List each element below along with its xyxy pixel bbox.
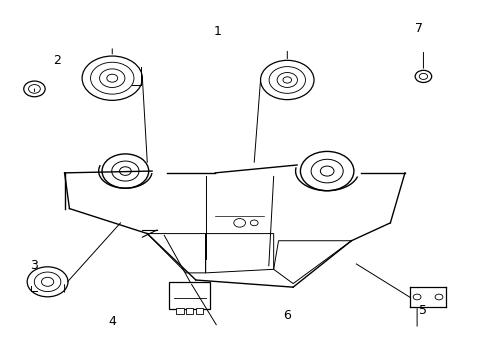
Text: 5: 5	[419, 304, 427, 317]
FancyBboxPatch shape	[186, 307, 193, 314]
FancyBboxPatch shape	[196, 307, 203, 314]
Text: 7: 7	[414, 22, 422, 35]
Text: 2: 2	[53, 54, 61, 67]
FancyBboxPatch shape	[176, 307, 183, 314]
Text: 6: 6	[283, 309, 291, 322]
Text: 4: 4	[108, 315, 116, 328]
Text: 3: 3	[30, 259, 39, 272]
Text: 1: 1	[213, 25, 221, 38]
FancyBboxPatch shape	[169, 282, 210, 309]
